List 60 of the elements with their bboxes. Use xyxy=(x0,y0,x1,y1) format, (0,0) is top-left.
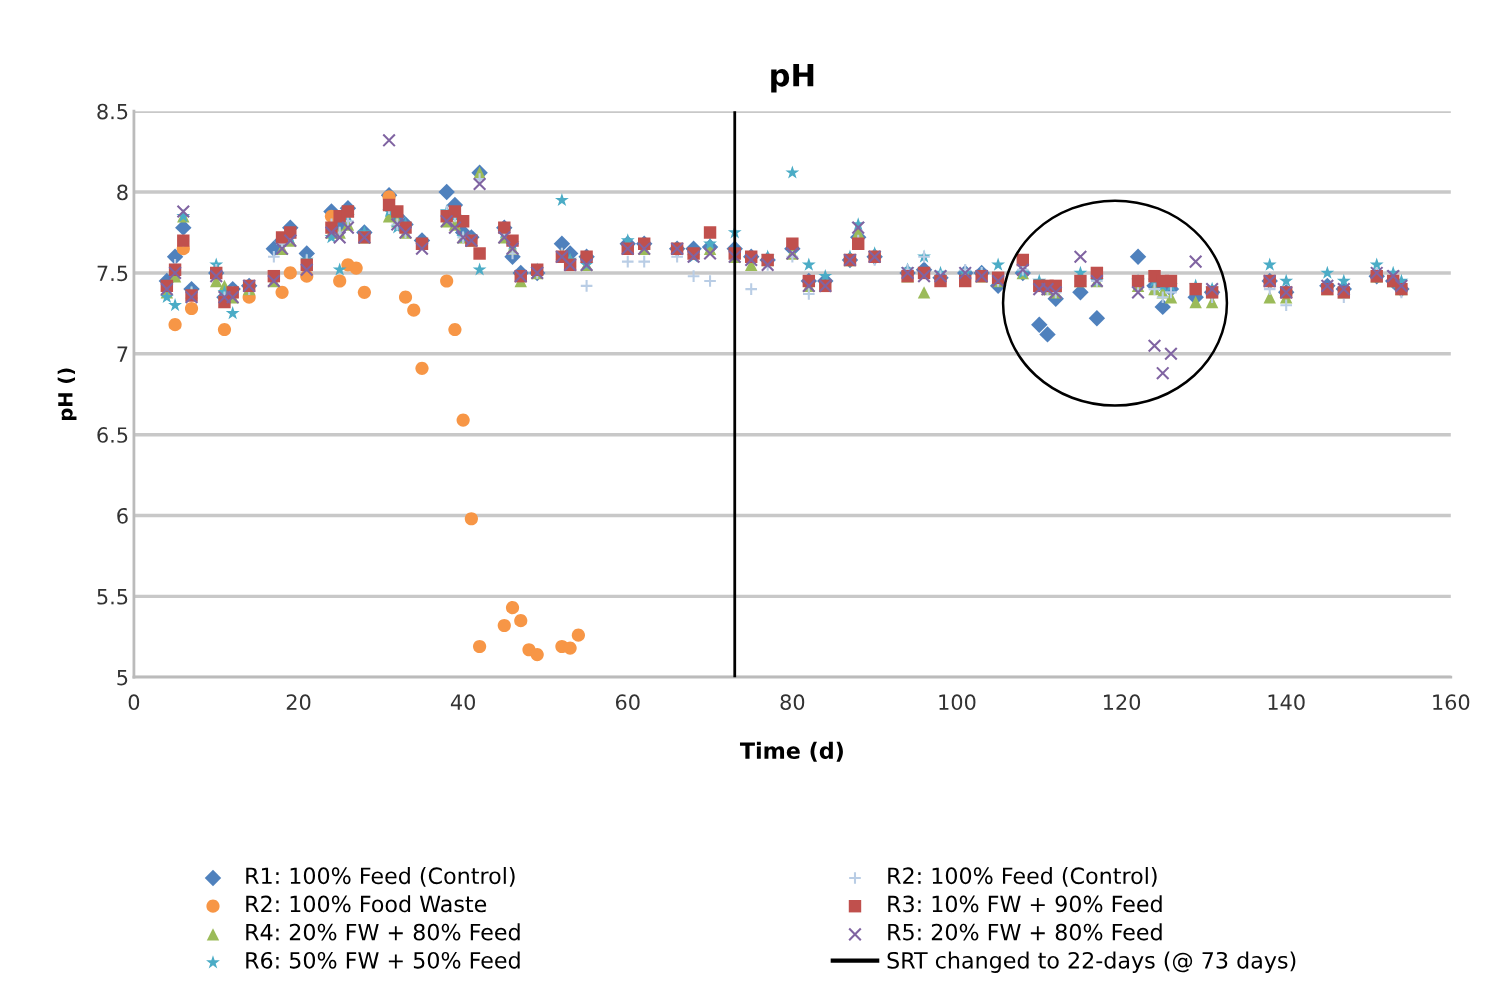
legend-label: R4: 20% FW + 80% Feed xyxy=(246,923,520,941)
x-tick-label: 140 xyxy=(1268,694,1305,711)
x-tick-label: 120 xyxy=(1103,694,1141,711)
y-tick-label: 5.5 xyxy=(97,589,128,605)
point xyxy=(448,322,462,337)
y-tick-label: 8 xyxy=(117,184,128,201)
point xyxy=(472,262,487,276)
point xyxy=(1320,265,1335,279)
y-tick-label: 8.5 xyxy=(97,103,128,120)
x-tick-label: 60 xyxy=(615,694,640,711)
point xyxy=(349,261,363,275)
legend-label: R1: 100% Feed (Control) xyxy=(246,866,515,887)
point xyxy=(225,306,240,320)
point xyxy=(497,618,511,633)
point xyxy=(563,641,577,655)
point xyxy=(415,361,429,375)
point xyxy=(357,285,371,299)
point xyxy=(333,274,347,288)
point xyxy=(505,601,520,615)
x-tick-label: 40 xyxy=(450,694,476,711)
point xyxy=(1262,257,1277,271)
y-tick-label: 7 xyxy=(117,346,128,362)
y-tick-label: 5 xyxy=(117,669,128,686)
chart-title: pH xyxy=(771,63,814,93)
point xyxy=(168,297,182,312)
x-tick-label: 0 xyxy=(128,694,140,711)
point xyxy=(440,274,454,288)
x-axis-title: Time (d) xyxy=(739,741,843,762)
x-tick-label: 160 xyxy=(1433,694,1470,711)
point xyxy=(530,648,544,662)
x-tick-label: 20 xyxy=(286,694,311,711)
x-tick-label: 80 xyxy=(780,694,805,711)
point xyxy=(473,639,487,654)
x-tick-label: 100 xyxy=(939,694,976,711)
legend-label: R2: 100% Food Waste xyxy=(246,895,487,913)
y-tick-label: 6.5 xyxy=(97,427,128,443)
legend-label: R5: 20% FW + 80% Feed xyxy=(888,923,1162,941)
point xyxy=(785,165,800,179)
point xyxy=(464,512,478,526)
point xyxy=(991,257,1006,271)
point xyxy=(571,628,585,642)
point xyxy=(283,266,297,280)
point xyxy=(332,262,347,276)
point xyxy=(407,303,421,317)
point xyxy=(184,301,199,316)
y-axis-title: pH () xyxy=(57,368,77,420)
legend-label: SRT changed to 22-days (@ 73 days) xyxy=(887,951,1296,973)
point xyxy=(217,322,232,337)
legend-label: R6: 50% FW + 50% Feed xyxy=(246,951,520,969)
point xyxy=(1279,273,1294,287)
point xyxy=(168,318,182,332)
point xyxy=(514,614,528,628)
y-tick-label: 7.5 xyxy=(97,265,128,282)
legend-label: R3: 10% FW + 90% Feed xyxy=(888,895,1162,913)
point xyxy=(398,290,413,304)
point xyxy=(456,413,470,427)
legend-label: R2: 100% Feed (Control) xyxy=(888,866,1157,887)
point xyxy=(554,192,569,207)
y-tick-label: 6 xyxy=(117,507,128,524)
point xyxy=(275,285,289,299)
